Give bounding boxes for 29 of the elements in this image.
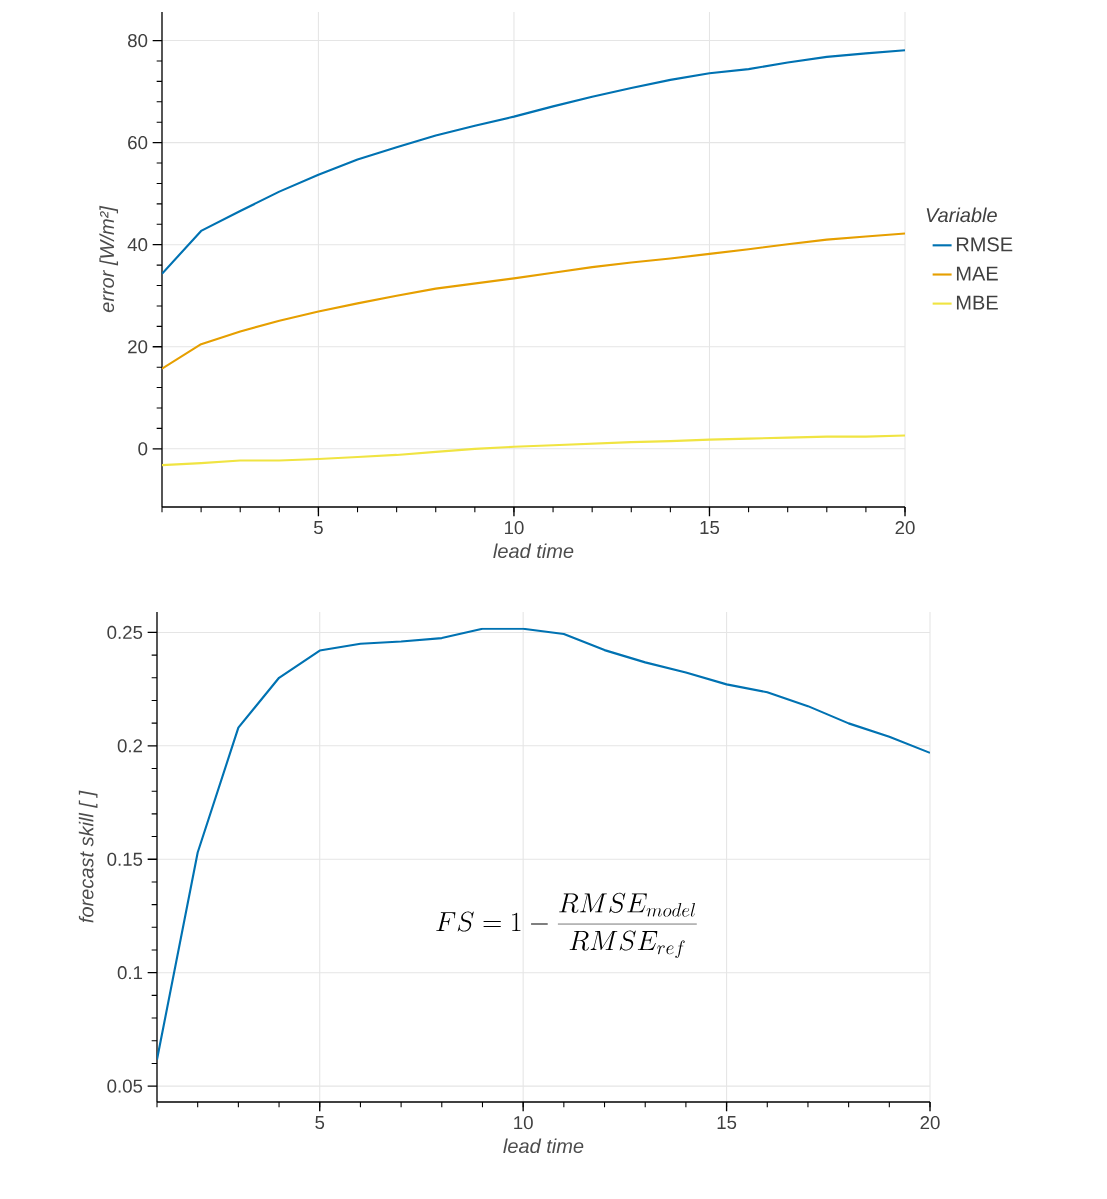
y-tick-label: 0.05: [107, 1079, 143, 1093]
x-axis-title: lead time: [493, 543, 574, 559]
x-tick-label: 20: [895, 521, 915, 535]
y-tick-label: 80: [128, 33, 148, 48]
y-axis-title: error [W/m²]: [99, 205, 119, 313]
legend-title: Variable: [926, 207, 997, 223]
x-tick-label: 20: [920, 1116, 940, 1130]
y-tick-label: 0.1: [117, 966, 143, 980]
y-tick-label: 0.15: [107, 852, 143, 866]
x-axis-title: lead time: [503, 1138, 584, 1154]
x-tick-label: 10: [504, 521, 524, 535]
y-tick-label: 0.25: [107, 625, 143, 640]
line-series: [162, 49, 906, 275]
x-tick-label: 5: [313, 521, 323, 535]
y-tick-label: 0: [138, 442, 148, 456]
y-tick-label: 40: [127, 238, 148, 252]
x-tick-label: 10: [514, 1116, 533, 1130]
y-axis-title: forecast skill [ ]: [78, 790, 98, 923]
x-tick-label: 15: [717, 1116, 737, 1130]
legend-label: MBE: [956, 295, 998, 310]
legend-label: MAE: [956, 266, 998, 281]
y-tick-label: 0.2: [117, 739, 143, 753]
y-tick-label: 60: [128, 136, 148, 150]
legend-label: RMSE: [956, 237, 1013, 252]
annotation: $FS = 1 - \frac{RMSE_{model}}{RMSE_{ref}}$: [436, 892, 697, 958]
line-series: [157, 627, 931, 1061]
y-tick-label: 20: [128, 340, 148, 354]
x-tick-label: 15: [700, 521, 720, 535]
x-tick-label: 5: [315, 1116, 325, 1130]
